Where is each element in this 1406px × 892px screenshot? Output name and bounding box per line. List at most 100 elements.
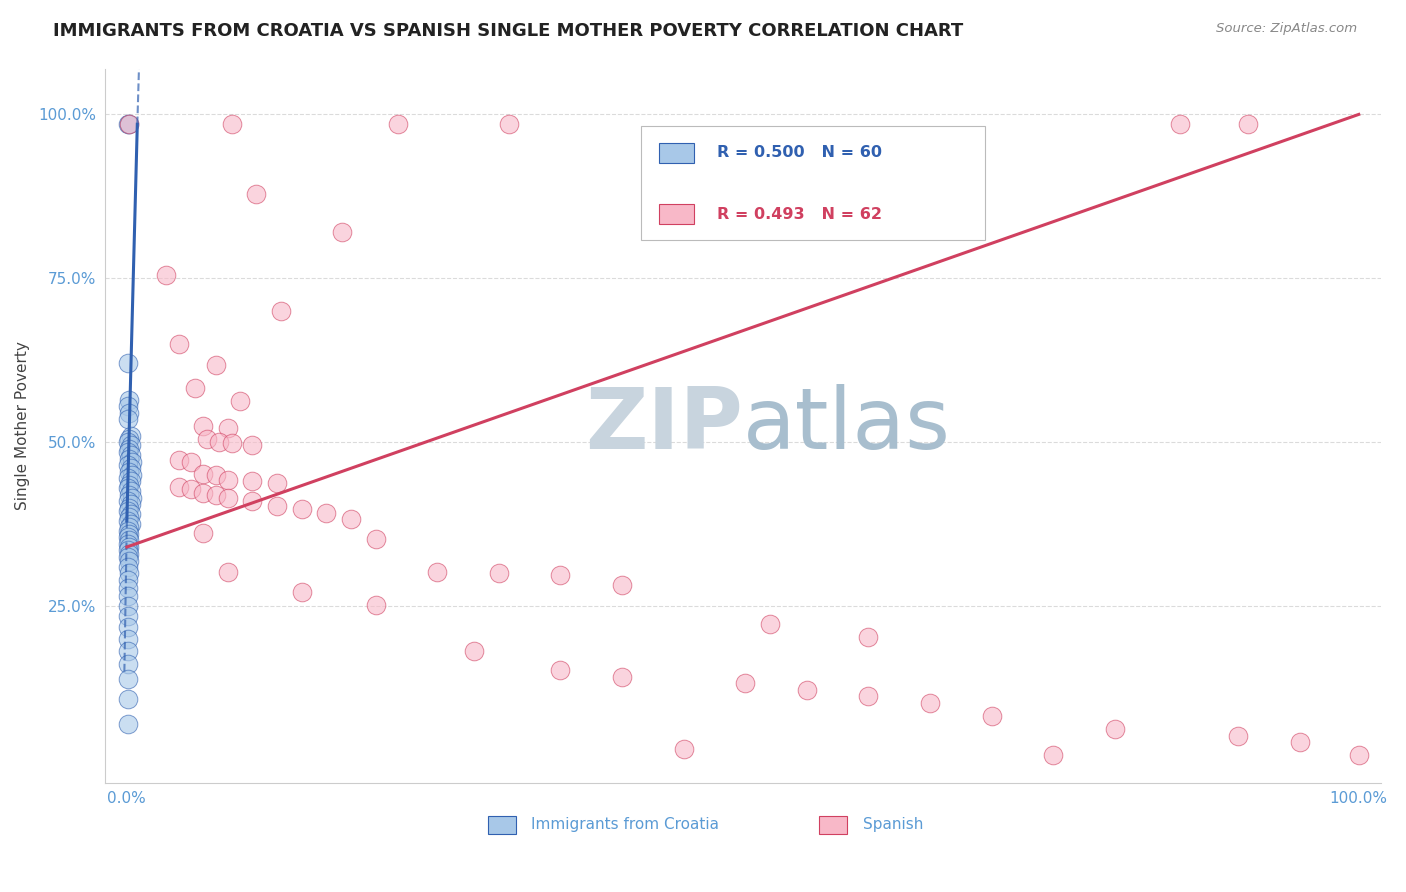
Point [118, 477, 141, 491]
Point [291, 584, 314, 599]
Point [1288, 735, 1310, 749]
Point [117, 581, 139, 595]
Point [217, 420, 239, 434]
Point [918, 696, 941, 710]
Point [155, 268, 177, 282]
Point [117, 599, 139, 613]
Point [193, 486, 215, 500]
Point [118, 520, 141, 534]
Text: R = 0.493   N = 62: R = 0.493 N = 62 [717, 207, 883, 222]
Point [463, 643, 485, 657]
Point [217, 565, 239, 579]
Point [117, 514, 139, 528]
Point [117, 692, 139, 706]
Point [266, 500, 288, 514]
Point [118, 547, 141, 561]
Point [759, 617, 782, 632]
Point [117, 481, 139, 495]
Point [1104, 722, 1126, 736]
Point [118, 117, 141, 131]
Point [221, 117, 243, 131]
Point [117, 632, 139, 646]
Point [117, 717, 139, 731]
Point [117, 412, 139, 426]
Point [117, 657, 139, 671]
Point [387, 117, 409, 131]
FancyBboxPatch shape [641, 126, 986, 240]
Point [242, 494, 264, 508]
Point [118, 392, 141, 407]
Point [183, 381, 205, 395]
Point [1227, 729, 1250, 743]
Point [193, 525, 215, 540]
Bar [820, 815, 848, 834]
Point [117, 530, 139, 544]
Point [1347, 748, 1369, 763]
Point [117, 399, 139, 413]
Point [120, 484, 142, 499]
Point [195, 432, 218, 446]
Point [550, 663, 572, 677]
Point [118, 500, 141, 515]
Point [118, 117, 141, 131]
Point [167, 336, 190, 351]
Y-axis label: Single Mother Poverty: Single Mother Poverty [15, 342, 30, 510]
Point [1168, 117, 1191, 131]
Point [118, 465, 141, 479]
Bar [488, 815, 516, 834]
Point [193, 467, 215, 481]
Point [118, 566, 141, 581]
Point [118, 487, 141, 501]
Point [672, 742, 695, 756]
Point [266, 475, 288, 490]
Text: ZIP: ZIP [585, 384, 742, 467]
Point [193, 418, 215, 433]
Point [118, 527, 141, 541]
Point [117, 117, 139, 131]
Point [117, 673, 139, 687]
Point [118, 442, 141, 456]
Point [204, 467, 226, 482]
Point [120, 448, 142, 462]
Point [217, 473, 239, 487]
Point [550, 567, 572, 582]
Point [117, 524, 139, 538]
Point [217, 491, 239, 505]
Point [121, 455, 143, 469]
Point [117, 458, 139, 472]
Point [118, 540, 141, 554]
Text: atlas: atlas [742, 384, 950, 467]
Point [120, 475, 142, 489]
Point [1237, 117, 1260, 131]
Point [1042, 748, 1064, 763]
Point [118, 432, 141, 446]
Text: R = 0.500   N = 60: R = 0.500 N = 60 [717, 145, 883, 161]
Bar [658, 143, 695, 163]
Point [796, 682, 818, 697]
Point [340, 512, 363, 526]
Point [180, 483, 202, 497]
Point [488, 566, 510, 581]
Point [120, 497, 142, 511]
Point [610, 578, 633, 592]
Point [291, 502, 314, 516]
Point [332, 226, 354, 240]
Point [120, 461, 142, 475]
Point [208, 435, 231, 450]
Point [118, 451, 141, 466]
Point [242, 438, 264, 452]
Point [734, 676, 756, 690]
Point [242, 475, 264, 489]
Point [117, 445, 139, 459]
Point [117, 549, 139, 564]
Point [117, 537, 139, 551]
Text: Source: ZipAtlas.com: Source: ZipAtlas.com [1216, 22, 1357, 36]
Point [229, 394, 252, 409]
Point [858, 631, 880, 645]
Point [204, 358, 226, 372]
Bar [658, 204, 695, 224]
Point [117, 504, 139, 518]
Point [117, 608, 139, 623]
Point [167, 480, 190, 494]
Text: IMMIGRANTS FROM CROATIA VS SPANISH SINGLE MOTHER POVERTY CORRELATION CHART: IMMIGRANTS FROM CROATIA VS SPANISH SINGL… [53, 22, 963, 40]
